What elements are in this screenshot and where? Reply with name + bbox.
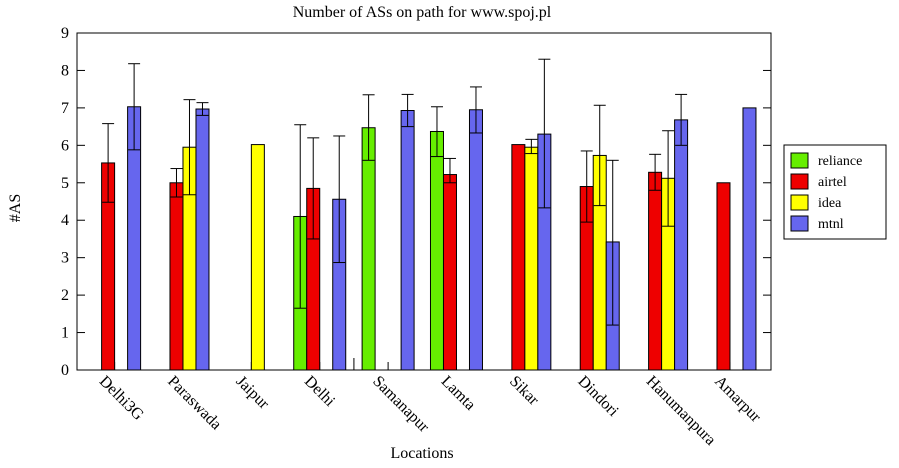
x-axis-label: Locations	[390, 445, 453, 462]
y-tick-label: 1	[61, 325, 69, 342]
x-tick-label: Hanumanpura	[643, 373, 719, 449]
x-tick-label: Delhi3G	[96, 373, 147, 424]
y-tick-label: 9	[61, 25, 69, 42]
y-axis-label: #AS	[7, 194, 24, 222]
y-tick-label: 6	[61, 137, 69, 154]
y-tick-label: 0	[61, 362, 69, 379]
plot-frame	[76, 32, 772, 371]
bar-reliance	[361, 127, 376, 371]
legend-swatch-mtnl	[790, 215, 809, 232]
legend-label-idea: idea	[818, 196, 842, 211]
bar-mtnl	[468, 109, 483, 371]
bar-airtel	[442, 174, 457, 371]
x-tick-label: Sikar	[506, 373, 542, 409]
x-tick-label: Delhi	[301, 373, 339, 411]
x-tick-label: Lamta	[438, 373, 479, 414]
legend-swatch-reliance	[790, 152, 809, 169]
y-tick-label: 3	[61, 250, 69, 267]
bar-mtnl	[195, 108, 210, 371]
x-tick-label: Dindori	[574, 373, 622, 421]
chart-title: Number of ASs on path for www.spoj.pl	[293, 4, 552, 21]
legend-swatch-airtel	[790, 173, 809, 190]
bars	[101, 58, 757, 371]
bar-reliance	[429, 130, 444, 371]
bar-mtnl	[674, 119, 689, 371]
y-tick-label: 7	[61, 100, 69, 117]
x-tick-label: Jaipur	[233, 373, 273, 413]
x-tick-label: Amarpur	[711, 373, 764, 426]
bar-airtel	[511, 144, 526, 371]
legend-label-airtel: airtel	[818, 175, 847, 190]
bar-airtel	[716, 182, 731, 371]
bar-idea	[524, 146, 539, 371]
bar-airtel	[169, 182, 184, 371]
x-tick-label: Samanapur	[369, 373, 432, 436]
y-tick-label: 4	[61, 212, 69, 229]
legend-swatch-idea	[790, 194, 809, 211]
bar-airtel	[648, 171, 663, 371]
bar-mtnl	[400, 110, 415, 371]
legend-label-reliance: reliance	[818, 154, 862, 169]
y-tick-label: 2	[61, 287, 69, 304]
legend-label-mtnl: mtnl	[818, 217, 844, 232]
x-tick-label: Paraswada	[164, 373, 224, 433]
bar-mtnl	[742, 107, 757, 371]
y-tick-label: 8	[61, 62, 69, 79]
legend: reliance airtel idea mtnl	[783, 144, 887, 240]
bar-idea	[250, 144, 265, 371]
y-tick-label: 5	[61, 175, 69, 192]
